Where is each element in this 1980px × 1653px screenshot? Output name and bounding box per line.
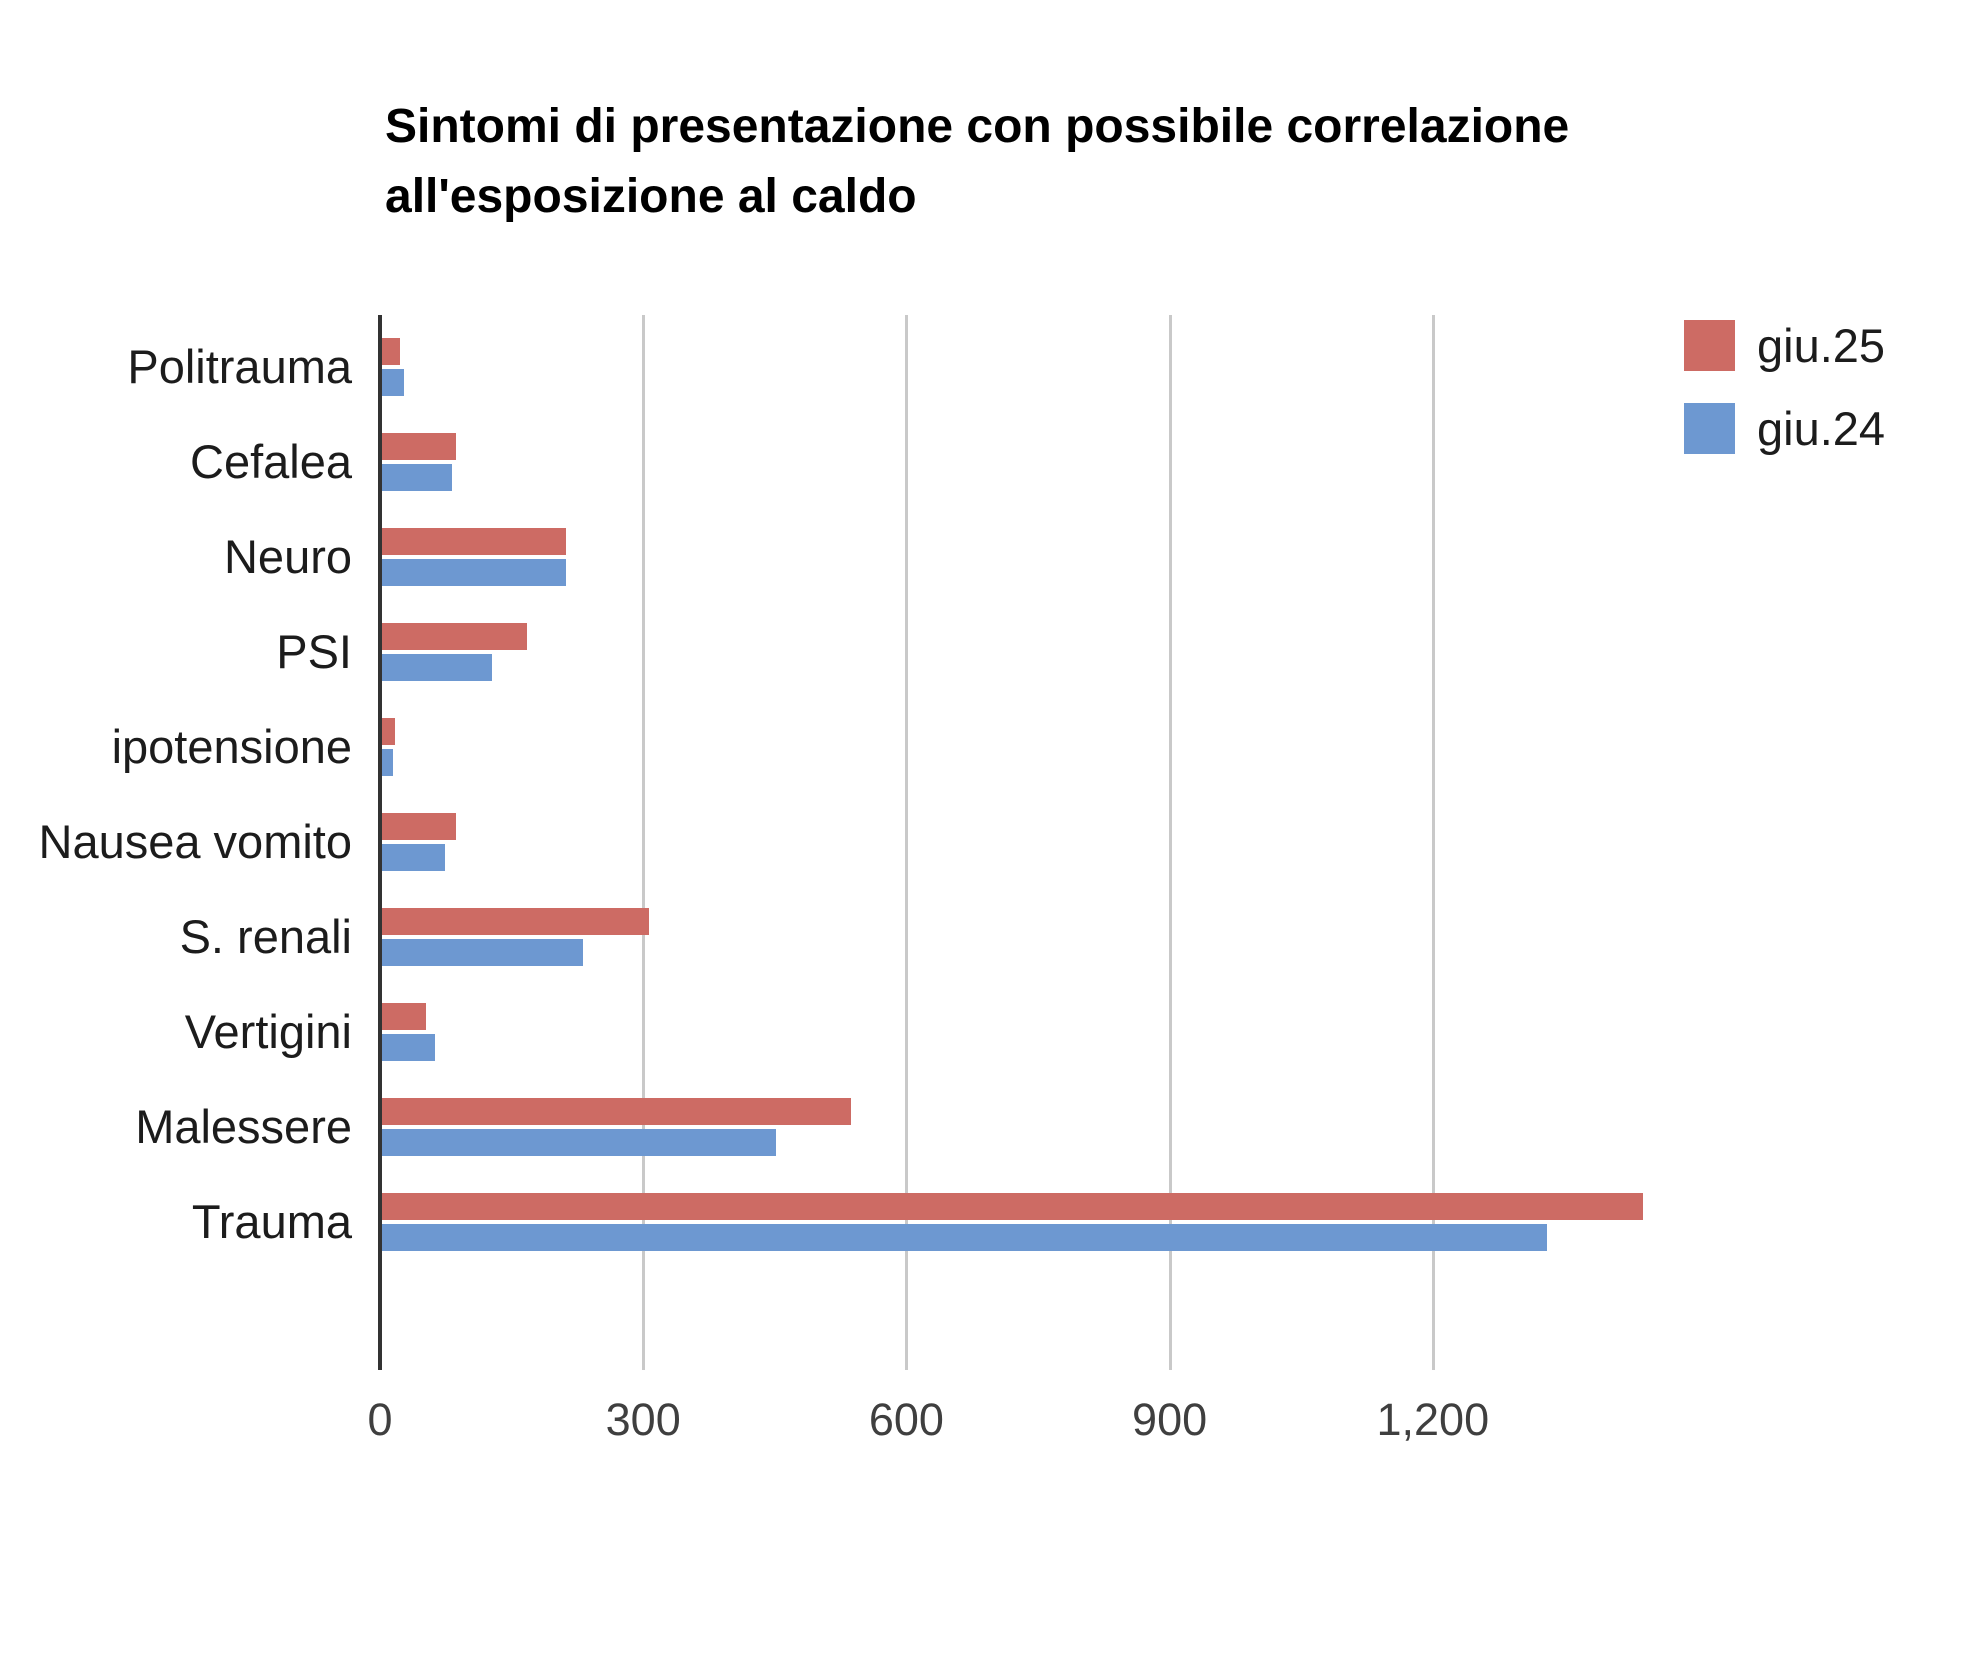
x-axis-tick-label: 1,200	[1376, 1394, 1490, 1445]
gridline-600	[905, 315, 909, 1370]
bar-group	[382, 984, 1696, 1079]
bar-giu-24	[382, 368, 404, 396]
category-label: PSI	[276, 625, 352, 678]
bar-group	[382, 509, 1696, 604]
bar-group	[382, 1079, 1696, 1174]
bar-giu-24	[382, 558, 566, 586]
category-label: Nausea vomito	[38, 815, 353, 868]
bar-group	[382, 794, 1696, 889]
category-label: Neuro	[223, 530, 352, 583]
category-label: S. renali	[179, 910, 352, 963]
x-axis-tick-label: 900	[1132, 1394, 1208, 1445]
category-label: Trauma	[191, 1195, 352, 1248]
bar-giu-25	[382, 1097, 851, 1125]
category-label: Politrauma	[127, 340, 352, 393]
gridline-1200	[1431, 315, 1435, 1370]
bar-groups	[382, 319, 1696, 1269]
bar-giu-25	[382, 527, 566, 555]
bar-giu-24	[382, 1033, 435, 1061]
category-label: ipotensione	[111, 720, 352, 773]
bar-giu-24	[382, 748, 393, 776]
bar-giu-24	[382, 1128, 777, 1156]
bar-giu-25	[382, 812, 457, 840]
category-label: Vertigini	[184, 1005, 352, 1058]
category-label: Malessere	[135, 1100, 352, 1153]
bar-giu-24	[382, 1223, 1548, 1251]
bar-giu-24	[382, 843, 446, 871]
x-axis-tick-labels: 0 300 600 900 1,200	[367, 315, 1696, 1445]
bar-group	[382, 1174, 1696, 1269]
chart-title-line2: all'esposizione al caldo	[385, 170, 917, 223]
plot-area: Politrauma Cefalea Neuro PSI ipotensione Naus…	[39, 315, 1696, 1445]
bar-giu-25	[382, 1002, 426, 1030]
bar-giu-25	[382, 907, 650, 935]
legend-label-giu25: giu.25	[1757, 319, 1886, 372]
bar-giu-25	[382, 337, 400, 365]
bar-group	[382, 889, 1696, 984]
bar-giu-24	[382, 463, 453, 491]
category-label: Cefalea	[190, 435, 352, 488]
bar-giu-24	[382, 938, 584, 966]
legend-label-giu24: giu.24	[1757, 402, 1886, 455]
gridline-900	[1168, 315, 1172, 1370]
bar-group	[382, 604, 1696, 699]
bar-group	[382, 699, 1696, 794]
legend-swatch-giu25	[1684, 320, 1735, 371]
bar-giu-25	[382, 717, 396, 745]
chart-title-line1: Sintomi di presentazione con possibile c…	[385, 100, 1570, 153]
bar-giu-25	[382, 432, 457, 460]
legend-swatch-giu24	[1684, 403, 1735, 454]
gridline-300	[642, 315, 646, 1370]
x-axis-tick-label: 600	[868, 1394, 944, 1445]
x-axis-tick-label: 300	[605, 1394, 681, 1445]
bar-giu-25	[382, 622, 527, 650]
legend-item-giu25: giu.25	[1684, 318, 1885, 373]
bar-giu-24	[382, 653, 492, 681]
zero-axis-line	[378, 315, 382, 1370]
bar-giu-25	[382, 1192, 1644, 1220]
legend-item-giu24: giu.24	[1684, 401, 1885, 456]
x-axis-tick-label: 0	[367, 1394, 393, 1445]
bar-group	[382, 414, 1696, 509]
bar-group	[382, 319, 1696, 414]
legend: giu.25 giu.24	[1684, 318, 1885, 456]
gridlines	[380, 315, 1696, 1370]
chart-title: Sintomi di presentazione con possibile c…	[385, 92, 1569, 232]
